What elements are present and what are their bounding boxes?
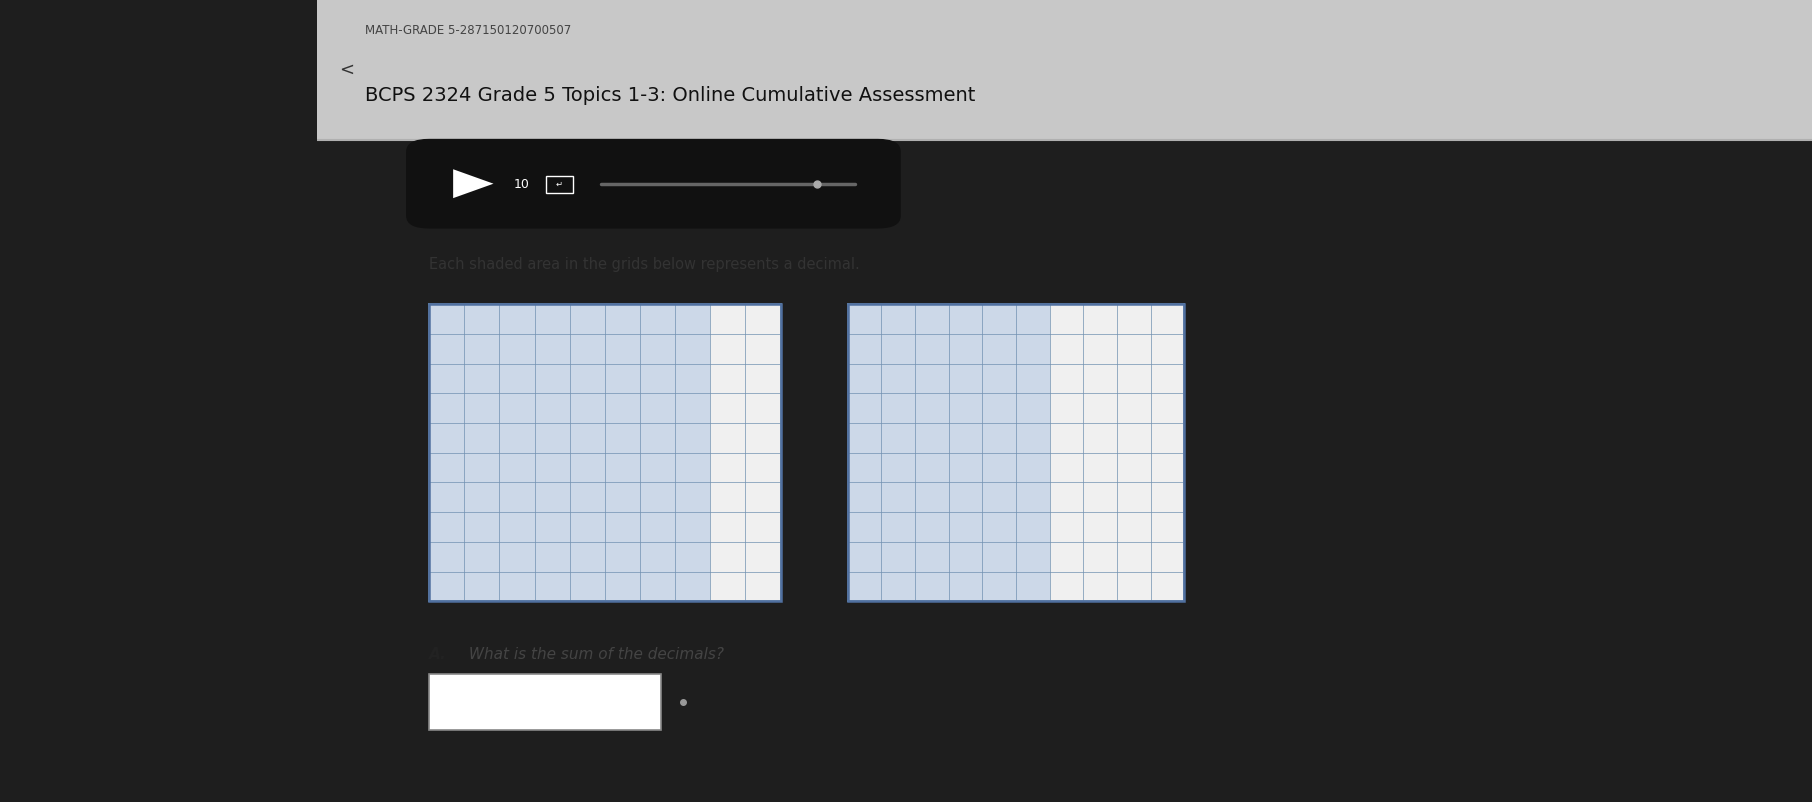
Text: ↵: ↵ bbox=[556, 180, 564, 189]
Bar bbox=[429, 305, 710, 602]
Text: 10: 10 bbox=[515, 178, 529, 191]
Text: BCPS 2324 Grade 5 Topics 1-3: Online Cumulative Assessment: BCPS 2324 Grade 5 Topics 1-3: Online Cum… bbox=[364, 86, 975, 105]
Bar bbox=[848, 305, 1183, 602]
Bar bbox=[545, 176, 573, 194]
Bar bbox=[848, 305, 1049, 602]
Polygon shape bbox=[453, 170, 493, 199]
Text: MATH-GRADE 5-287150120700507: MATH-GRADE 5-287150120700507 bbox=[364, 24, 571, 38]
Text: Each shaded area in the grids below represents a decimal.: Each shaded area in the grids below repr… bbox=[429, 257, 861, 272]
Bar bbox=[848, 305, 1183, 602]
FancyBboxPatch shape bbox=[406, 140, 901, 229]
Text: <: < bbox=[339, 61, 355, 79]
Bar bbox=[429, 305, 781, 602]
Text: What is the sum of the decimals?: What is the sum of the decimals? bbox=[464, 646, 723, 661]
Bar bbox=[317, 0, 1812, 140]
Bar bbox=[429, 305, 781, 602]
Bar bbox=[429, 674, 661, 730]
Text: A.: A. bbox=[429, 646, 448, 661]
